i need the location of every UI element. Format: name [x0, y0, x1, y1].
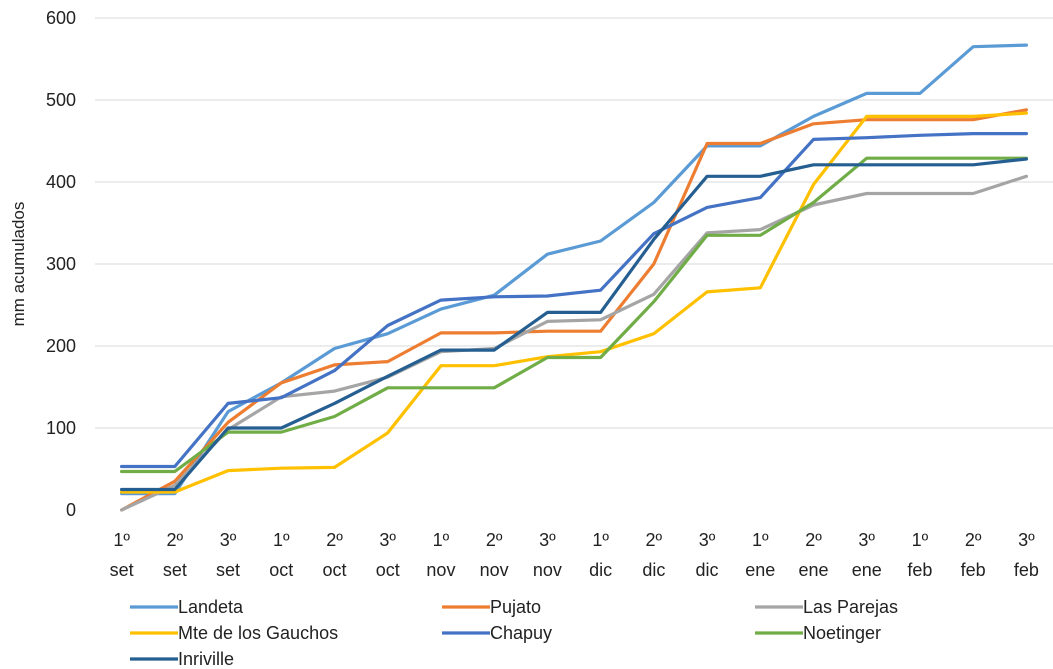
series-lines: [119, 43, 1029, 512]
x-tick-label: 1º: [592, 530, 609, 550]
legend-label: Landeta: [178, 597, 244, 617]
x-tick-label: 1º: [752, 530, 769, 550]
x-tick-label: 3º: [220, 530, 237, 550]
x-tick-label: 2º: [646, 530, 663, 550]
x-tick-label: 3º: [858, 530, 875, 550]
series-line-chapuy: [119, 132, 1029, 469]
x-tick-label: feb: [1014, 560, 1039, 580]
x-tick-label: ene: [798, 560, 828, 580]
legend-label: Pujato: [490, 597, 541, 617]
x-tick-label: 1º: [273, 530, 290, 550]
x-tick-label: oct: [269, 560, 293, 580]
x-tick-label: feb: [907, 560, 932, 580]
y-tick-label: 300: [46, 254, 76, 274]
series-line-las-parejas: [119, 174, 1029, 512]
series-line-noetinger: [119, 156, 1029, 474]
x-tick-label: 2º: [486, 530, 503, 550]
x-tick-label: 3º: [379, 530, 396, 550]
x-tick-label: dic: [696, 560, 719, 580]
x-tick-label: 1º: [433, 530, 450, 550]
y-tick-label: 400: [46, 172, 76, 192]
y-tick-label: 500: [46, 90, 76, 110]
x-tick-label: oct: [376, 560, 400, 580]
x-tick-label: set: [216, 560, 240, 580]
x-tick-label: 2º: [965, 530, 982, 550]
x-tick-label: 2º: [326, 530, 343, 550]
x-tick-label: feb: [961, 560, 986, 580]
series-line-mte-de-los-gauchos: [119, 111, 1029, 494]
x-tick-label: 1º: [912, 530, 929, 550]
y-axis-ticks: 0 100 200 300 400 500 600: [46, 8, 76, 520]
series-line-landeta: [119, 43, 1029, 496]
x-tick-label: 3º: [1018, 530, 1035, 550]
x-tick-label: dic: [642, 560, 665, 580]
legend-label: Las Parejas: [803, 597, 898, 617]
legend-label: Mte de los Gauchos: [178, 623, 338, 643]
gridlines: [95, 17, 1053, 429]
series-line-pujato: [119, 108, 1029, 512]
y-tick-label: 600: [46, 8, 76, 28]
x-tick-label: oct: [322, 560, 346, 580]
x-tick-label: nov: [426, 560, 455, 580]
x-tick-label: nov: [480, 560, 509, 580]
legend: Landeta Pujato Las Parejas Mte de los Gauch…: [130, 597, 898, 669]
x-tick-label: nov: [533, 560, 562, 580]
x-tick-label: ene: [745, 560, 775, 580]
x-tick-label: ene: [852, 560, 882, 580]
legend-label: Noetinger: [803, 623, 881, 643]
x-tick-label: 3º: [699, 530, 716, 550]
x-tick-label: 2º: [805, 530, 822, 550]
y-tick-label: 0: [66, 500, 76, 520]
y-tick-label: 200: [46, 336, 76, 356]
x-tick-label: 2º: [167, 530, 184, 550]
x-axis-ticks: 1º set 2º set 3º set 1º oct 2º oct 3º oct 1º nov 2º nov…: [110, 530, 1039, 580]
x-tick-label: dic: [589, 560, 612, 580]
x-tick-label: 3º: [539, 530, 556, 550]
y-axis-label: mm acumulados: [9, 202, 28, 327]
legend-label: Inriville: [178, 649, 234, 669]
legend-label: Chapuy: [490, 623, 552, 643]
x-tick-label: set: [163, 560, 187, 580]
series-line-inriville: [119, 157, 1029, 492]
y-tick-label: 100: [46, 418, 76, 438]
x-tick-label: 1º: [113, 530, 130, 550]
x-tick-label: set: [110, 560, 134, 580]
